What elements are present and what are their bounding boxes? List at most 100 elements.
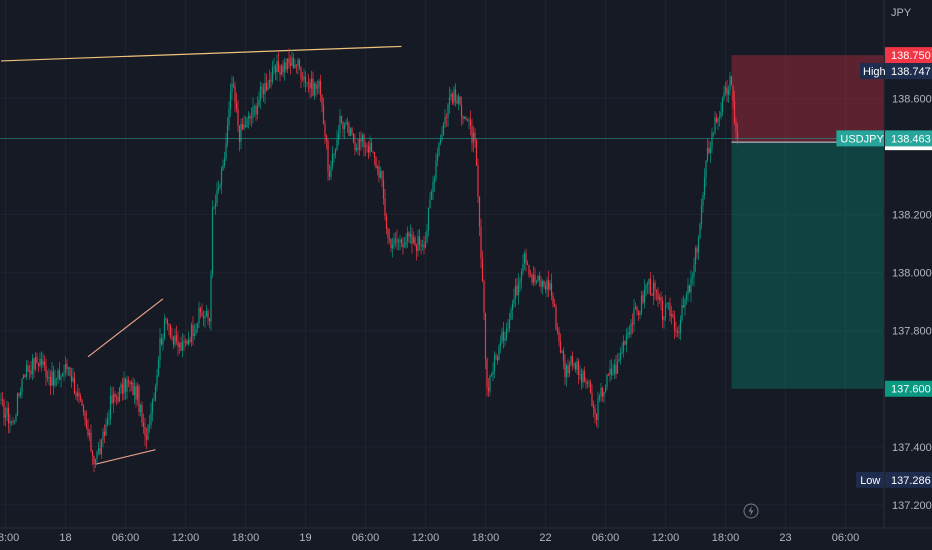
candle-body bbox=[189, 339, 191, 342]
time-tick-label: 06:00 bbox=[592, 532, 620, 544]
candle-body bbox=[141, 404, 143, 423]
candle-body bbox=[300, 67, 302, 79]
candle-body bbox=[123, 378, 125, 394]
trend-line bbox=[0, 45, 402, 62]
candle-body bbox=[636, 307, 638, 311]
candle-body bbox=[162, 338, 164, 345]
candle-body bbox=[654, 282, 656, 290]
candle-body bbox=[543, 281, 545, 286]
candle-body bbox=[15, 415, 17, 421]
current-tag-label-box bbox=[836, 130, 884, 147]
candle-body bbox=[64, 363, 67, 373]
candle-body bbox=[126, 380, 128, 392]
candle-body bbox=[412, 237, 415, 244]
candle-body bbox=[540, 280, 542, 287]
candle-body bbox=[538, 275, 541, 281]
candle-body bbox=[661, 301, 664, 320]
candle-body bbox=[490, 374, 493, 376]
candle-body bbox=[7, 407, 10, 424]
candle-body bbox=[387, 228, 389, 238]
time-tick-label: 19 bbox=[299, 532, 311, 544]
candle-body bbox=[462, 116, 464, 119]
candle-body bbox=[376, 166, 379, 169]
candle-body bbox=[76, 392, 79, 397]
candle-body bbox=[46, 377, 49, 379]
candle-body bbox=[705, 160, 707, 178]
candle-body bbox=[93, 455, 95, 465]
trend-lines[interactable] bbox=[0, 45, 402, 465]
candle-body bbox=[399, 239, 401, 242]
candle-body bbox=[475, 139, 478, 166]
replay-icon[interactable] bbox=[743, 503, 759, 519]
candle-body bbox=[180, 342, 182, 351]
candle-body bbox=[544, 285, 547, 290]
price-scale[interactable] bbox=[884, 0, 932, 528]
candle-body bbox=[159, 338, 161, 361]
candle-body bbox=[198, 307, 200, 324]
candle-body bbox=[507, 328, 509, 330]
candle-body bbox=[124, 378, 127, 392]
candle-body bbox=[448, 97, 451, 105]
candle-body bbox=[394, 238, 397, 240]
candle-body bbox=[102, 431, 104, 440]
candle-body bbox=[81, 399, 83, 406]
time-tick-label: 23 bbox=[779, 532, 791, 544]
candle-body bbox=[250, 117, 253, 119]
price-tick-label: 138.200 bbox=[892, 210, 932, 222]
candle-body bbox=[670, 314, 673, 317]
candle-body bbox=[150, 412, 152, 425]
candle-body bbox=[450, 93, 452, 98]
candle-body bbox=[75, 393, 77, 397]
candle-body bbox=[363, 134, 365, 147]
candle-body bbox=[105, 424, 107, 436]
candle-body bbox=[103, 431, 106, 436]
candle-body bbox=[55, 377, 58, 379]
price-tick-label: 137.400 bbox=[892, 442, 932, 454]
candle-body bbox=[51, 371, 53, 386]
time-scale[interactable] bbox=[0, 528, 932, 550]
candle-body bbox=[112, 393, 115, 404]
candle-body bbox=[565, 365, 568, 378]
price-tick-label: 138.000 bbox=[892, 268, 932, 280]
candle-body bbox=[454, 89, 457, 101]
short-position-tool[interactable] bbox=[731, 55, 885, 389]
candle-body bbox=[498, 346, 500, 361]
candle-body bbox=[406, 232, 409, 241]
candle-body bbox=[220, 170, 223, 186]
candle-body bbox=[667, 302, 670, 304]
candle-body bbox=[504, 338, 506, 341]
candle-body bbox=[447, 104, 449, 118]
candle-body bbox=[63, 372, 65, 374]
candle-body bbox=[21, 378, 23, 392]
candle-body bbox=[316, 86, 319, 89]
candle-body bbox=[127, 380, 130, 383]
candle-body bbox=[441, 134, 443, 140]
candle-body bbox=[390, 239, 392, 249]
candle-body bbox=[294, 64, 296, 69]
candle-body bbox=[273, 66, 275, 68]
candle-body bbox=[4, 414, 7, 418]
candle-body bbox=[208, 318, 211, 322]
candle-body bbox=[417, 236, 419, 251]
candle-body bbox=[688, 285, 691, 293]
trend-line bbox=[87, 298, 164, 358]
candle-body bbox=[309, 82, 311, 89]
candle-body bbox=[642, 295, 644, 303]
candle-body bbox=[6, 407, 8, 415]
candle-body bbox=[430, 191, 433, 200]
high-tag-label: High bbox=[863, 66, 886, 78]
candle-body bbox=[646, 284, 649, 286]
candle-body bbox=[601, 387, 604, 397]
target-tag-value: 137.600 bbox=[891, 384, 931, 396]
candle-body bbox=[78, 392, 80, 397]
candle-body bbox=[678, 332, 680, 333]
candle-body bbox=[723, 92, 725, 98]
candle-body bbox=[637, 310, 640, 316]
candle-body bbox=[436, 154, 439, 161]
candle-body bbox=[0, 399, 2, 401]
candlestick-series bbox=[0, 48, 739, 473]
candle-body bbox=[576, 361, 578, 370]
candle-body bbox=[492, 371, 494, 375]
